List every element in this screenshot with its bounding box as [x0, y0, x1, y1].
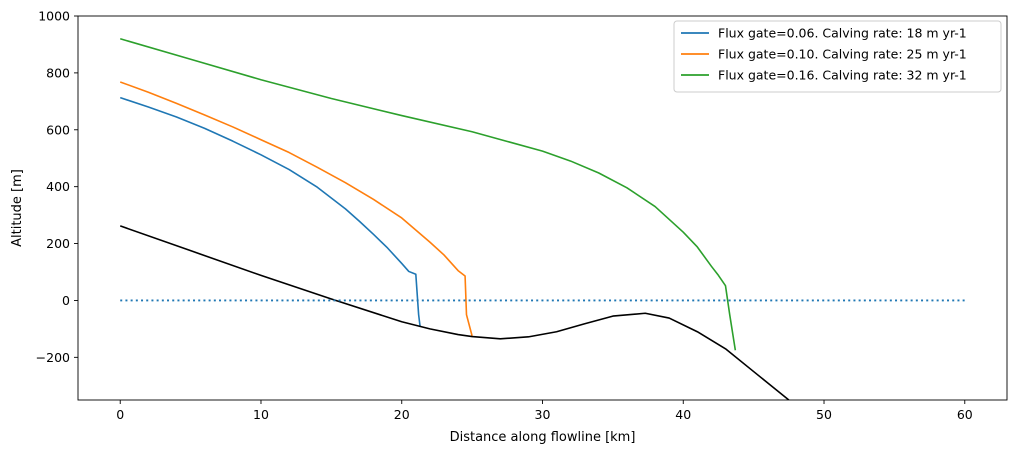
y-tick-label: 600 — [46, 122, 70, 137]
x-tick-label: 30 — [535, 407, 551, 422]
legend-label: Flux gate=0.16. Calving rate: 32 m yr-1 — [718, 68, 967, 83]
x-tick-label: 10 — [253, 407, 269, 422]
plot-area — [119, 37, 965, 400]
y-tick-label: 1000 — [38, 9, 70, 24]
y-tick-label: 400 — [46, 179, 70, 194]
y-axis-label: Altitude [m] — [10, 169, 25, 247]
series-line-1 — [119, 81, 473, 337]
axes: 0 10 20 30 40 50 60 −200 0 200 400 600 800 1000 — [36, 9, 1008, 422]
x-tick-label: 20 — [394, 407, 410, 422]
x-tick-label: 60 — [957, 407, 973, 422]
x-tick-label: 0 — [116, 407, 124, 422]
series-line-0 — [119, 96, 421, 327]
y-tick-label: 800 — [46, 65, 70, 80]
legend-box — [673, 20, 1002, 93]
y-tick-label: −200 — [36, 350, 70, 365]
legend-label: Flux gate=0.06. Calving rate: 18 m yr-1 — [718, 26, 967, 41]
x-tick-label: 50 — [816, 407, 832, 422]
legend: Flux gate=0.06. Calving rate: 18 m yr-1 F… — [673, 20, 1002, 93]
x-tick-label: 40 — [675, 407, 691, 422]
y-tick-label: 0 — [62, 293, 70, 308]
x-axis-label: Distance along flowline [km] — [450, 430, 636, 445]
y-tick-label: 200 — [46, 236, 70, 251]
series-line-3 — [119, 225, 790, 400]
series-line-2 — [120, 37, 737, 351]
legend-label: Flux gate=0.10. Calving rate: 25 m yr-1 — [718, 47, 967, 62]
